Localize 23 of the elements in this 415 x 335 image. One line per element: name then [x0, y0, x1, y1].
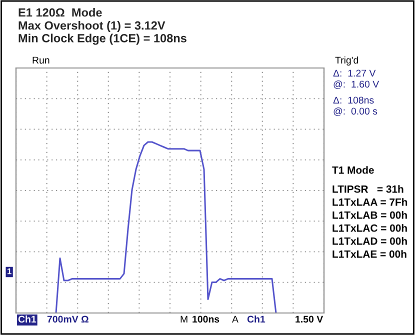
- text: Δ: 1.27 V: [333, 70, 376, 77]
- text: L1TxLAC = 00h: [332, 224, 407, 232]
- text: L1TxLAD = 00h: [332, 237, 407, 245]
- text: M: [180, 316, 188, 323]
- text: 1.50 V: [296, 316, 324, 323]
- text: Ch1: [247, 315, 266, 323]
- text: T1 Mode: [332, 166, 374, 174]
- text: 1: [8, 268, 12, 274]
- text: Trig'd: [335, 56, 358, 66]
- text: L1TxLAA = 7Fh: [332, 198, 408, 206]
- text: @: 1.60 V: [334, 80, 380, 89]
- text: Ch1: [18, 315, 36, 323]
- chart-title: E1 120Ω Mode: [18, 8, 102, 17]
- text: A: [232, 316, 238, 323]
- text: L1TxLAB = 00h: [332, 211, 407, 219]
- text: LTIPSR = 31h: [332, 185, 404, 193]
- chart-subtitle: Max Overshoot (1) = 3.12V Min Clock Edge (1CE) = 108ns: [18, 21, 186, 45]
- text: Δ: 108ns: [333, 96, 374, 104]
- text: L1TxLAE = 00h: [332, 250, 406, 258]
- text: 700mV Ω: [47, 316, 88, 323]
- text: @: 0.00 s: [334, 107, 378, 116]
- text: Run: [32, 56, 50, 64]
- text: 100ns: [192, 316, 220, 323]
